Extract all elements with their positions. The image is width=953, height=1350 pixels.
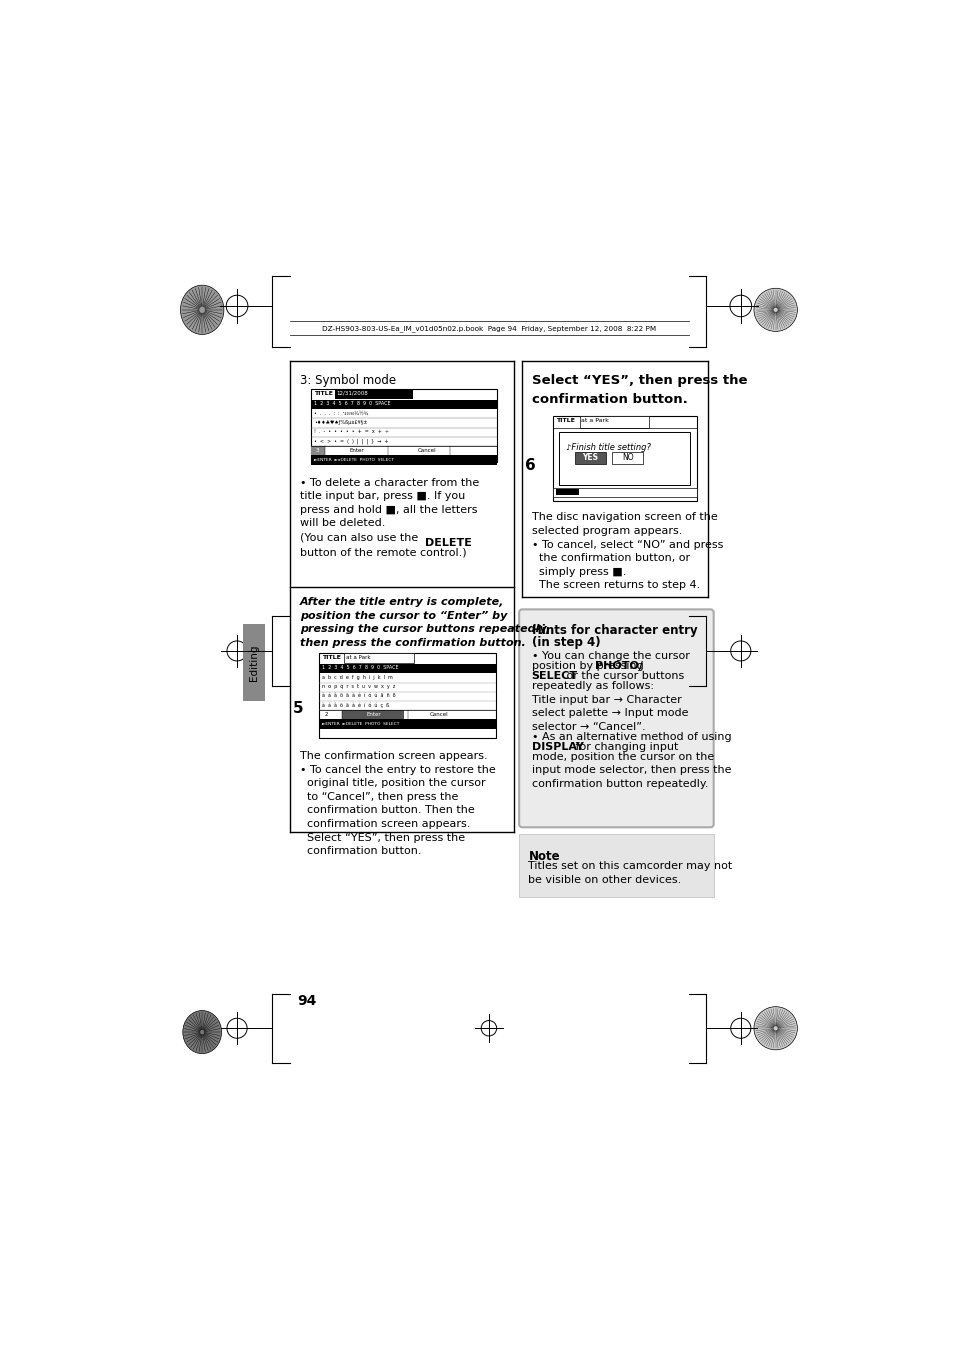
Text: 6: 6 bbox=[524, 459, 535, 474]
Ellipse shape bbox=[753, 1007, 797, 1050]
Text: ►ENTER  ►DELETE  PHOTO  SELECT: ►ENTER ►DELETE PHOTO SELECT bbox=[322, 722, 399, 726]
Text: Enter: Enter bbox=[366, 713, 380, 717]
Text: 1  2  3  4  5  6  7  8  9  0  SPACE: 1 2 3 4 5 6 7 8 9 0 SPACE bbox=[314, 401, 390, 406]
Text: Titles set on this camcorder may not
be visible on other devices.: Titles set on this camcorder may not be … bbox=[528, 861, 732, 884]
Text: 12/31/2008: 12/31/2008 bbox=[335, 390, 368, 396]
Text: à  á  â  ö  ä  à  é  í  ó  ú  ç  ß: à á â ö ä à é í ó ú ç ß bbox=[322, 702, 389, 707]
Text: NO: NO bbox=[621, 454, 633, 462]
Text: or the cursor buttons: or the cursor buttons bbox=[562, 671, 683, 680]
FancyBboxPatch shape bbox=[518, 834, 713, 896]
Text: TITLE: TITLE bbox=[322, 655, 341, 660]
Text: •  <  >  •  =  (  )  |  |  |  }  →  +: • < > • = ( ) | | | } → + bbox=[314, 439, 388, 444]
Text: 2: 2 bbox=[324, 713, 328, 717]
Text: Cancel: Cancel bbox=[430, 713, 448, 717]
Text: YES: YES bbox=[582, 454, 598, 462]
Text: 3: 3 bbox=[315, 448, 319, 454]
Text: Cancel: Cancel bbox=[417, 448, 436, 454]
Text: 1  2  3  4  5  6  7  8  9  0  SPACE: 1 2 3 4 5 6 7 8 9 0 SPACE bbox=[322, 664, 398, 670]
Text: ►ENTER  ►aDELETE  PHOTO  SELECT: ►ENTER ►aDELETE PHOTO SELECT bbox=[314, 458, 394, 462]
FancyBboxPatch shape bbox=[243, 624, 265, 701]
Text: repeatedly as follows:
Title input bar → Character
select palette → Input mode
s: repeatedly as follows: Title input bar →… bbox=[531, 680, 687, 732]
Text: 5: 5 bbox=[293, 701, 303, 716]
Text: !  .  -  •  •  •  •  •  +  =  x  +  ÷: ! . - • • • • • + = x + ÷ bbox=[314, 429, 389, 435]
Text: DISPLAY: DISPLAY bbox=[531, 741, 583, 752]
Text: DZ-HS903-803-US-Ea_IM_v01d05n02.p.book  Page 94  Friday, September 12, 2008  8:2: DZ-HS903-803-US-Ea_IM_v01d05n02.p.book P… bbox=[321, 325, 656, 332]
Text: SELECT: SELECT bbox=[531, 671, 578, 680]
Text: à  á  â  ö  ä  à  é  í  ó  ú  ã  ñ  ð: à á â ö ä à é í ó ú ã ñ ð bbox=[322, 694, 395, 698]
Text: confirmation button.: confirmation button. bbox=[532, 393, 687, 406]
Text: ►ENTER: ►ENTER bbox=[556, 490, 578, 495]
FancyBboxPatch shape bbox=[344, 653, 414, 663]
Text: •  .  .  .  :  :  ¹₄₁₅₉₀¼½¾: • . . . : : ¹₄₁₅₉₀¼½¾ bbox=[314, 410, 368, 416]
Text: Hints for character entry: Hints for character entry bbox=[531, 624, 697, 637]
FancyBboxPatch shape bbox=[311, 400, 497, 409]
FancyBboxPatch shape bbox=[553, 487, 696, 497]
Ellipse shape bbox=[753, 289, 797, 331]
Text: PHOTO/: PHOTO/ bbox=[595, 662, 642, 671]
FancyBboxPatch shape bbox=[319, 664, 496, 674]
Ellipse shape bbox=[183, 1011, 221, 1053]
Text: n  o  p  q  r  s  t  u  v  w  x  y  z: n o p q r s t u v w x y z bbox=[322, 684, 395, 688]
FancyBboxPatch shape bbox=[612, 451, 642, 464]
Text: • To delete a character from the
title input bar, press ■. If you
press and hold: • To delete a character from the title i… bbox=[299, 478, 478, 543]
FancyBboxPatch shape bbox=[319, 720, 496, 729]
Text: at a Park: at a Park bbox=[345, 655, 370, 660]
FancyBboxPatch shape bbox=[558, 432, 690, 486]
Text: Select “YES”, then press the: Select “YES”, then press the bbox=[532, 374, 747, 386]
Text: After the title entry is complete,
position the cursor to “Enter” by
pressing th: After the title entry is complete, posit… bbox=[299, 597, 549, 648]
Text: ♪Finish title setting?: ♪Finish title setting? bbox=[565, 443, 650, 452]
Text: • You can change the cursor: • You can change the cursor bbox=[531, 651, 689, 661]
FancyBboxPatch shape bbox=[553, 416, 696, 501]
FancyBboxPatch shape bbox=[579, 416, 649, 428]
Text: for changing input: for changing input bbox=[571, 741, 678, 752]
FancyBboxPatch shape bbox=[311, 455, 497, 464]
Text: • As an alternative method of using: • As an alternative method of using bbox=[531, 732, 730, 741]
Text: The disc navigation screen of the
selected program appears.
• To cancel, select : The disc navigation screen of the select… bbox=[532, 513, 723, 590]
Ellipse shape bbox=[180, 285, 224, 335]
Text: TITLE: TITLE bbox=[556, 418, 575, 424]
Text: 94: 94 bbox=[297, 994, 316, 1007]
Text: Enter: Enter bbox=[350, 448, 364, 454]
Text: at a Park: at a Park bbox=[580, 418, 608, 424]
Text: Note: Note bbox=[528, 849, 559, 863]
FancyBboxPatch shape bbox=[575, 451, 605, 464]
Text: DELETE: DELETE bbox=[424, 537, 471, 548]
FancyBboxPatch shape bbox=[342, 710, 404, 720]
FancyBboxPatch shape bbox=[311, 446, 324, 455]
FancyBboxPatch shape bbox=[335, 389, 413, 400]
Text: TITLE: TITLE bbox=[314, 390, 333, 396]
Text: button of the remote control.): button of the remote control.) bbox=[299, 547, 466, 558]
Text: 3: Symbol mode: 3: Symbol mode bbox=[299, 374, 395, 386]
FancyBboxPatch shape bbox=[311, 389, 497, 462]
Text: (in step 4): (in step 4) bbox=[531, 636, 599, 649]
FancyBboxPatch shape bbox=[518, 609, 713, 828]
Text: mode, position the cursor on the
input mode selector, then press the
confirmatio: mode, position the cursor on the input m… bbox=[531, 752, 730, 788]
Text: position by pressing: position by pressing bbox=[531, 662, 646, 671]
Text: •♦♦♣♥♠ƒ%ßµ¤£¥§±: •♦♦♣♥♠ƒ%ßµ¤£¥§± bbox=[314, 420, 367, 425]
Text: Editing: Editing bbox=[249, 644, 259, 680]
Text: The confirmation screen appears.
• To cancel the entry to restore the
  original: The confirmation screen appears. • To ca… bbox=[299, 751, 495, 856]
FancyBboxPatch shape bbox=[319, 653, 496, 738]
Text: a  b  c  d  e  f  g  h  i  j  k  l  m: a b c d e f g h i j k l m bbox=[322, 675, 393, 680]
